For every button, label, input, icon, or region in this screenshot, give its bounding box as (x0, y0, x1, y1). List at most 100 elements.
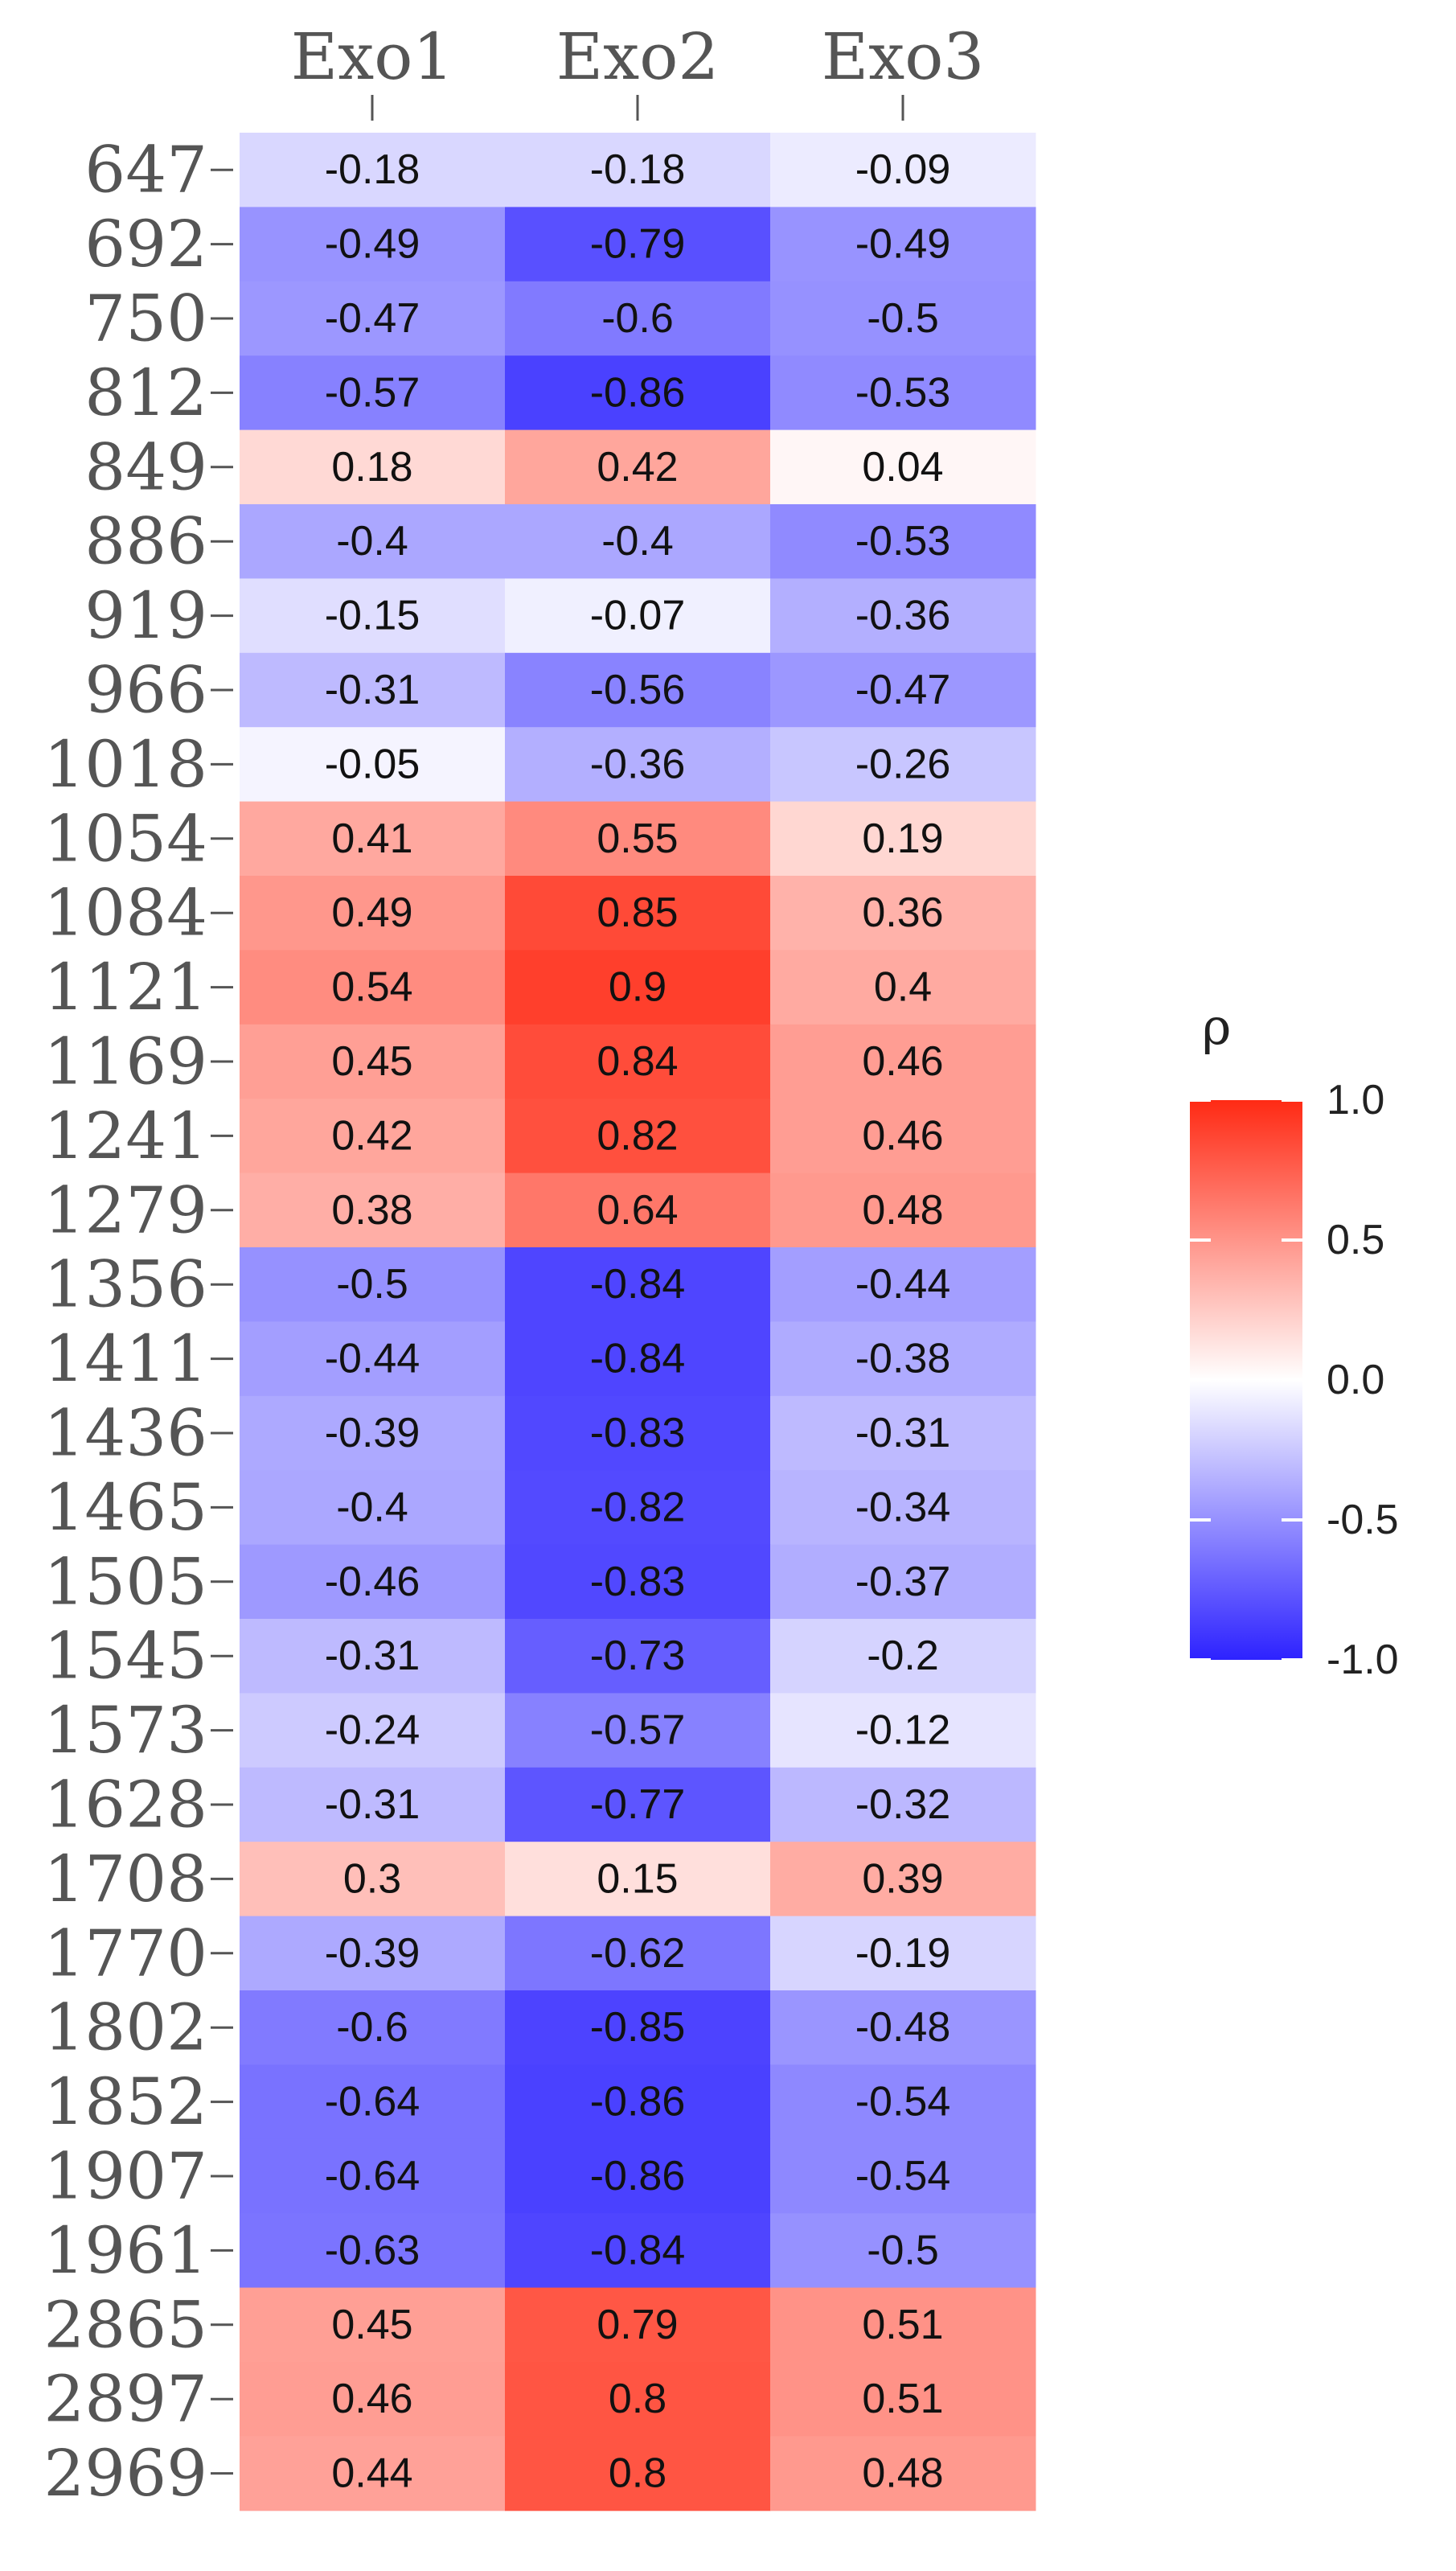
cell-value-label: -0.38 (855, 1336, 951, 1382)
cell-value-label: -0.73 (590, 1633, 686, 1679)
heatmap-cell (505, 2362, 771, 2437)
cell-value-label: 0.38 (331, 1187, 412, 1234)
cell-value-label: -0.44 (325, 1336, 420, 1382)
cell-value-label: -0.79 (590, 221, 686, 268)
cell-value-label: -0.47 (855, 667, 951, 713)
legend-tick-label: -1.0 (1327, 1637, 1399, 1683)
heatmap-cell (505, 1693, 771, 1768)
heatmap-cell (505, 1024, 771, 1099)
heatmap-cell (505, 429, 771, 505)
legend-tick-label: 0.5 (1327, 1217, 1384, 1263)
heatmap-cell (505, 2213, 771, 2289)
cell-value-label: 0.48 (862, 2450, 943, 2497)
cell-value-label: 0.45 (331, 1038, 412, 1085)
heatmap-cell (240, 727, 506, 803)
heatmap-cell (240, 355, 506, 431)
cell-value-label: 0.44 (331, 2450, 412, 2497)
row-label-812: 812 (84, 355, 207, 430)
heatmap-cell (505, 1247, 771, 1322)
heatmap-cell (240, 429, 506, 505)
cell-value-label: -0.2 (867, 1633, 939, 1679)
heatmap-cell (770, 2436, 1036, 2511)
heatmap-cell (770, 207, 1036, 282)
cell-value-label: 0.36 (862, 889, 943, 936)
heatmap-cell (240, 1470, 506, 1546)
heatmap-cell (240, 504, 506, 579)
row-label-1708: 1708 (43, 1842, 207, 1916)
cell-value-label: -0.39 (325, 1930, 420, 1977)
heatmap-cell (770, 1693, 1036, 1768)
row-label-1802: 1802 (43, 1990, 207, 2065)
cell-value-label: -0.6 (336, 2004, 408, 2051)
heatmap-cell (770, 2287, 1036, 2363)
cell-value-label: -0.64 (325, 2079, 420, 2125)
row-label-1084: 1084 (43, 876, 207, 951)
cell-value-label: -0.48 (855, 2004, 951, 2051)
cell-value-label: 0.18 (331, 444, 412, 491)
heatmap-cell (770, 1247, 1036, 1322)
cell-value-label: -0.47 (325, 295, 420, 342)
cell-value-label: -0.34 (855, 1484, 951, 1530)
heatmap-cell (770, 652, 1036, 728)
heatmap-cell (240, 1321, 506, 1397)
heatmap-cell (240, 1842, 506, 1917)
heatmap-cell (240, 1767, 506, 1842)
row-label-2897: 2897 (43, 2362, 207, 2437)
heatmap-cell (770, 355, 1036, 431)
cell-value-label: -0.82 (590, 1484, 686, 1530)
cell-value-label: -0.31 (325, 1781, 420, 1828)
row-label-692: 692 (84, 207, 207, 281)
color-legend: ρ 1.0 0.5 0.0 -0.5 -1.0 (1190, 997, 1399, 1683)
cell-value-label: -0.19 (855, 1930, 951, 1977)
cell-value-label: -0.09 (855, 146, 951, 193)
row-label-1121: 1121 (43, 950, 207, 1025)
cell-value-label: 0.64 (597, 1187, 678, 1234)
heatmap-cell (240, 1024, 506, 1099)
heatmap-cell (240, 1916, 506, 1991)
column-label-exo1: Exo1 (291, 19, 454, 94)
cell-value-label: 0.85 (597, 889, 678, 936)
cell-value-label: -0.49 (325, 221, 420, 268)
cell-value-label: 0.39 (862, 1855, 943, 1902)
heatmap-cell (770, 1173, 1036, 1248)
heatmap-cell (770, 133, 1036, 207)
cell-value-label: 0.42 (597, 444, 678, 491)
heatmap-cell (240, 1619, 506, 1694)
heatmap-cell (505, 504, 771, 579)
cell-value-label: -0.36 (855, 593, 951, 639)
heatmap-cell (505, 355, 771, 431)
heatmap-cell (240, 1247, 506, 1322)
heatmap-cell (240, 133, 506, 207)
row-label-1961: 1961 (43, 2213, 207, 2288)
heatmap-cell (770, 281, 1036, 356)
heatmap-cell (240, 1693, 506, 1768)
heatmap-cells: -0.18 -0.18 -0.09 -0.49 -0.79 -0.49 -0.47 -0.6 -… (240, 133, 1036, 2511)
heatmap-cell (770, 1619, 1036, 1694)
heatmap-cell (505, 727, 771, 803)
cell-value-label: -0.57 (590, 1707, 686, 1754)
cell-value-label: 0.49 (331, 889, 412, 936)
cell-value-label: -0.07 (590, 593, 686, 639)
row-label-1018: 1018 (43, 727, 207, 802)
heatmap-cell (240, 1990, 506, 2065)
heatmap-cell (505, 1395, 771, 1471)
legend-tick-label: -0.5 (1327, 1497, 1399, 1543)
cell-value-label: 0.51 (862, 2376, 943, 2422)
heatmap-cell (770, 801, 1036, 877)
heatmap-cell (505, 2436, 771, 2511)
cell-value-label: -0.24 (325, 1707, 420, 1754)
heatmap-cell (240, 2064, 506, 2140)
row-label-2969: 2969 (43, 2436, 207, 2511)
heatmap-cell (770, 876, 1036, 951)
heatmap-cell (770, 1990, 1036, 2065)
cell-value-label: 0.55 (597, 815, 678, 862)
heatmap-cell (505, 652, 771, 728)
heatmap-cell (770, 1395, 1036, 1471)
heatmap-cell (505, 207, 771, 282)
heatmap-cell (505, 876, 771, 951)
row-label-1573: 1573 (43, 1693, 207, 1768)
cell-value-label: -0.4 (336, 518, 408, 565)
heatmap-cell (505, 1767, 771, 1842)
row-label-1356: 1356 (43, 1247, 207, 1322)
row-label-1241: 1241 (43, 1099, 207, 1173)
